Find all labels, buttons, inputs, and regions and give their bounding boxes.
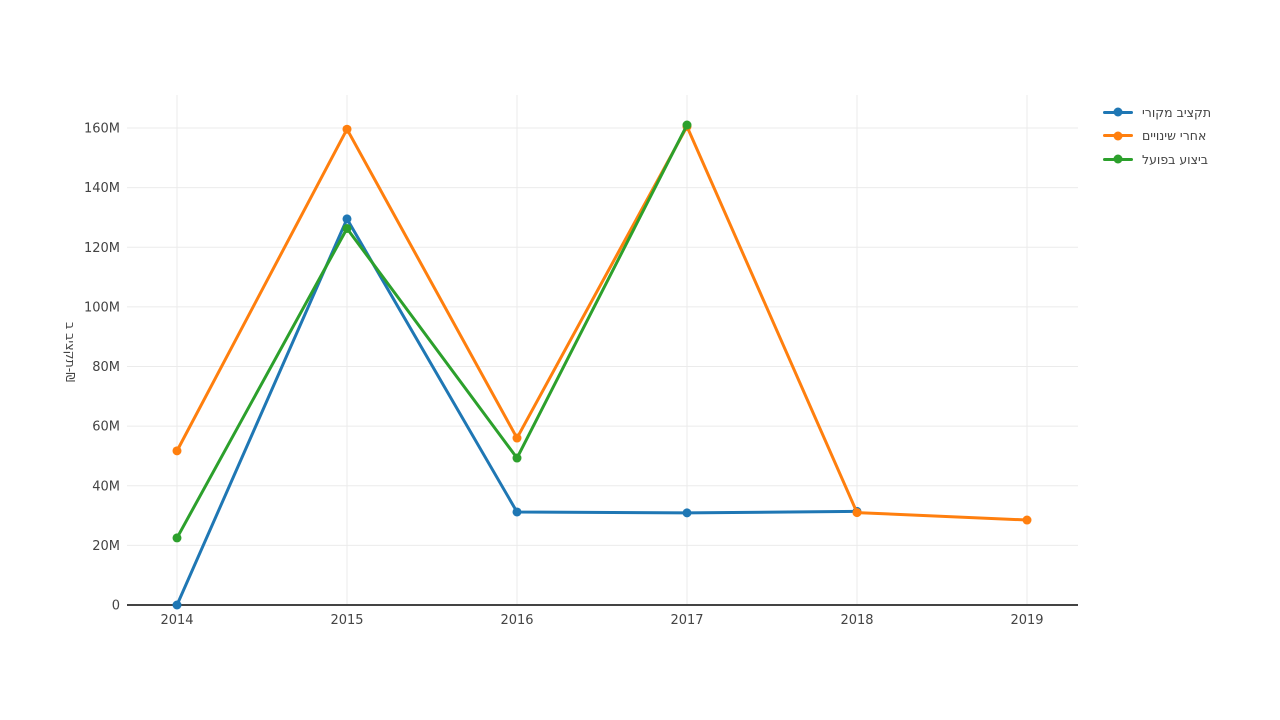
legend-label: ביצוע בפועל	[1142, 151, 1209, 167]
y-tick-label: 40M	[92, 479, 120, 494]
y-tick-label: 80M	[92, 360, 120, 375]
x-tick-label: 2015	[330, 613, 363, 628]
legend-item-after-changes[interactable]: אחרי שינויים	[1103, 128, 1211, 144]
y-tick-label: 160M	[84, 122, 120, 137]
x-tick-label: 2014	[160, 613, 193, 628]
legend-item-actual-execution[interactable]: ביצוע בפועל	[1103, 151, 1211, 167]
y-tick-label: 60M	[92, 420, 120, 435]
after-changes-legend-marker-icon	[1103, 131, 1133, 140]
after-changes-data-point[interactable]	[512, 433, 522, 443]
legend: תקציב מקורי אחרי שינויים ביצוע בפועל	[1103, 104, 1211, 175]
original-budget-data-point[interactable]	[342, 214, 352, 224]
y-tick-label: 20M	[92, 539, 120, 554]
after-changes-series-line	[175, 125, 1029, 522]
actual-execution-legend-marker-icon	[1103, 154, 1133, 164]
y-tick-label: 100M	[84, 300, 120, 315]
legend-label: אחרי שינויים	[1142, 128, 1207, 143]
legend-label: תקציב מקורי	[1142, 104, 1212, 120]
actual-execution-data-point[interactable]	[342, 223, 352, 233]
after-changes-data-point[interactable]	[852, 508, 862, 518]
x-tick-label: 2016	[500, 613, 533, 628]
x-tick-label: 2018	[840, 613, 873, 628]
y-tick-label: 120M	[84, 241, 120, 256]
actual-execution-series-line	[175, 123, 689, 540]
original-budget-data-point[interactable]	[512, 507, 522, 517]
original-budget-legend-marker-icon	[1103, 107, 1133, 117]
after-changes-data-point[interactable]	[172, 446, 182, 456]
after-changes-data-point[interactable]	[1022, 515, 1032, 525]
x-tick-label: 2019	[1010, 613, 1043, 628]
gridlines	[127, 95, 1078, 605]
actual-execution-data-point[interactable]	[512, 453, 522, 463]
series-layer	[172, 120, 1032, 610]
original-budget-data-point[interactable]	[172, 600, 182, 610]
legend-item-original-budget[interactable]: תקציב מקורי	[1103, 104, 1211, 120]
y-axis-title: תקציב ב-₪	[63, 322, 78, 382]
y-tick-label: 0	[112, 599, 120, 614]
actual-execution-data-point[interactable]	[682, 120, 692, 130]
after-changes-data-point[interactable]	[342, 124, 352, 134]
tick-labels: 2014 2015 2016 2017 2018 2019 0 20M 40M 60M 80M 100…	[84, 122, 1044, 629]
y-tick-label: 140M	[84, 181, 120, 196]
x-tick-label: 2017	[670, 613, 703, 628]
original-budget-data-point[interactable]	[682, 508, 692, 518]
actual-execution-data-point[interactable]	[172, 533, 182, 543]
